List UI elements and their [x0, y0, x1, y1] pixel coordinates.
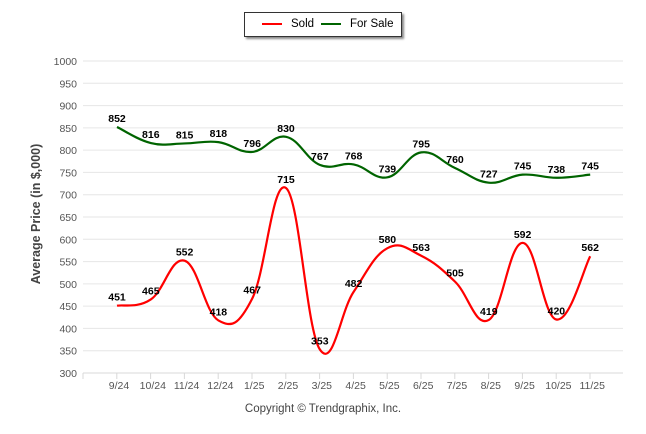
series-lines [116, 125, 592, 355]
copyright-text: Copyright © Trendgraphix, Inc. [244, 403, 402, 415]
x-tick-label: 11/24 [174, 380, 200, 392]
data-label: 816 [142, 129, 160, 141]
x-tick-label: 9/24 [109, 380, 130, 392]
y-tick-label: 750 [59, 167, 77, 179]
legend-item-sold[interactable]: Sold [262, 18, 314, 30]
y-axis-ticks: 300 350 400 450 500 550 600 650 700 750 800 850 900 9… [54, 56, 78, 380]
legend-item-for-sale[interactable]: For Sale [321, 18, 393, 30]
data-label: 552 [176, 247, 194, 259]
x-tick-label: 10/25 [545, 380, 571, 392]
data-label: 738 [548, 164, 566, 176]
data-label: 562 [581, 242, 599, 254]
data-label: 852 [108, 113, 126, 125]
y-tick-label: 900 [59, 101, 77, 113]
data-label: 715 [277, 174, 295, 186]
data-label: 419 [480, 306, 498, 318]
x-tick-label: 12/24 [207, 380, 233, 392]
data-label: 768 [345, 150, 363, 162]
data-label: 818 [210, 128, 228, 140]
gridlines [83, 60, 623, 374]
data-label: 420 [548, 306, 566, 318]
legend-swatch-sold [262, 23, 282, 25]
legend-label-for-sale: For Sale [350, 18, 394, 30]
legend-swatch-for-sale [321, 23, 341, 25]
x-tick-label: 8/25 [481, 380, 502, 392]
x-tick-label: 10/24 [140, 380, 166, 392]
x-tick-label: 9/25 [514, 380, 535, 392]
data-label: 482 [345, 278, 363, 290]
x-tick-label: 3/25 [312, 380, 333, 392]
data-label: 465 [142, 285, 160, 297]
x-axis-ticks: 9/24 10/24 11/24 12/24 1/25 2/25 3/25 4/25 5/25 6… [82, 373, 605, 392]
data-label: 418 [210, 306, 228, 318]
data-label: 745 [514, 161, 532, 173]
y-tick-label: 950 [59, 78, 77, 90]
data-label: 796 [243, 138, 261, 150]
y-tick-label: 650 [59, 212, 77, 224]
data-label: 739 [379, 163, 397, 175]
y-tick-label: 450 [59, 301, 77, 313]
data-label: 563 [412, 242, 430, 254]
x-tick-label: 11/25 [579, 380, 605, 392]
data-label: 727 [480, 169, 498, 181]
x-tick-label: 4/25 [345, 380, 366, 392]
data-label: 767 [311, 151, 329, 163]
data-label: 760 [446, 154, 464, 166]
data-label: 745 [581, 161, 599, 173]
data-label: 815 [176, 129, 194, 141]
data-label: 467 [243, 285, 261, 297]
legend: Sold For Sale [244, 12, 402, 37]
data-label: 505 [446, 268, 464, 280]
data-labels: 451 465 552 418 467 715 353 482 580 563 505 419 592 4… [108, 113, 599, 347]
x-tick-label: 6/25 [413, 380, 434, 392]
y-tick-label: 550 [59, 257, 77, 269]
series-line-for-sale [116, 125, 591, 184]
x-tick-label: 2/25 [278, 380, 299, 392]
y-tick-label: 700 [59, 190, 77, 202]
data-label: 353 [311, 335, 329, 347]
x-tick-label: 5/25 [379, 380, 400, 392]
y-tick-label: 800 [59, 145, 77, 157]
x-tick-label: 7/25 [447, 380, 468, 392]
y-tick-label: 300 [59, 368, 77, 380]
y-tick-label: 350 [59, 346, 77, 358]
y-tick-label: 500 [59, 279, 77, 291]
y-tick-label: 850 [59, 123, 77, 135]
legend-label-sold: Sold [291, 18, 315, 30]
y-tick-label: 600 [59, 234, 77, 246]
x-tick-label: 1/25 [244, 380, 265, 392]
data-label: 830 [277, 123, 295, 135]
data-label: 592 [514, 229, 532, 241]
y-tick-label: 1000 [54, 56, 78, 68]
y-tick-label: 400 [59, 323, 77, 335]
data-label: 451 [108, 292, 126, 304]
series-line-sold [116, 186, 592, 355]
data-label: 795 [412, 138, 430, 150]
data-label: 580 [379, 234, 397, 246]
y-axis-label: Average Price (in $,000) [29, 143, 43, 285]
